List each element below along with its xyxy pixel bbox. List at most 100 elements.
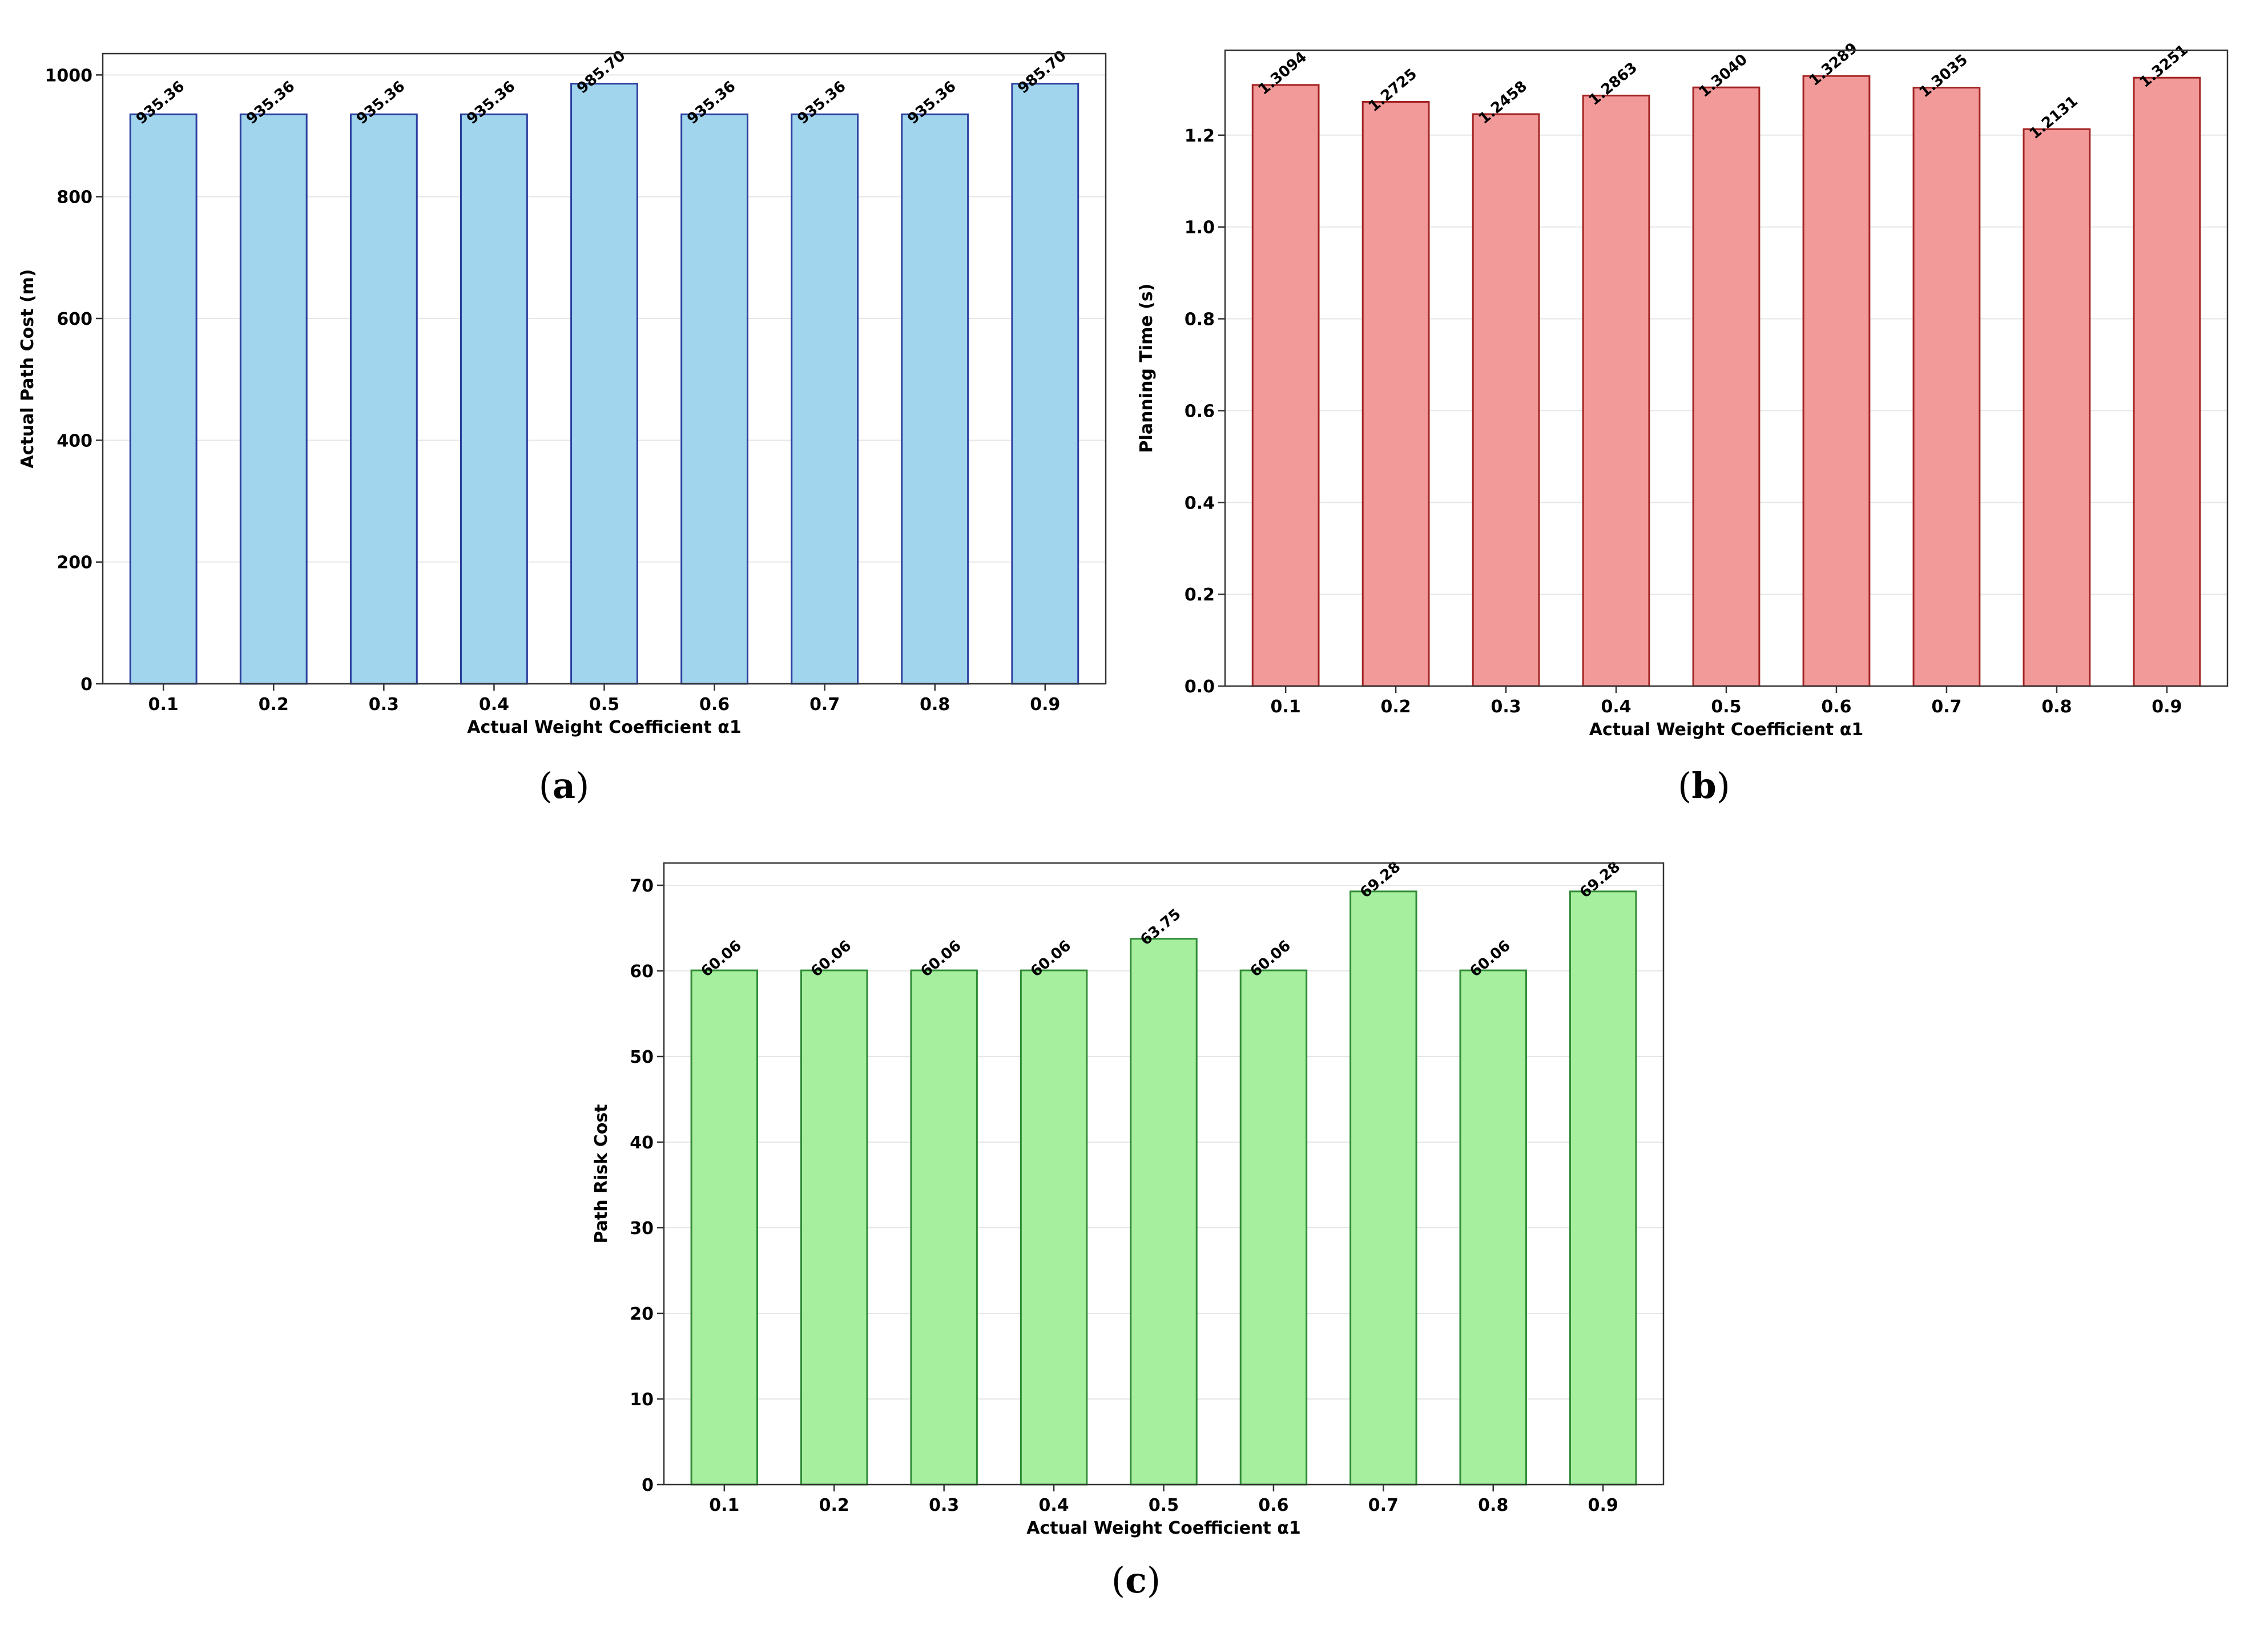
x-tick-label: 0.4 bbox=[479, 695, 509, 715]
x-tick-label: 0.2 bbox=[819, 1495, 849, 1515]
chart-panel-b: 1.3094 1.2725 1.2458 1.2863 1.3040 1.3289 1.30… bbox=[1137, 39, 2229, 807]
bar bbox=[1239, 969, 1308, 1486]
y-tick-label: 50 bbox=[630, 1047, 654, 1067]
x-tick-label: 0.3 bbox=[369, 695, 399, 715]
bar bbox=[1349, 890, 1417, 1486]
bar bbox=[239, 113, 308, 685]
y-tick-label: 0.4 bbox=[1185, 493, 1215, 513]
y-axis-title: Planning Time (s) bbox=[1137, 284, 1157, 453]
bar bbox=[1582, 94, 1650, 687]
x-axis: 0.1 0.2 0.3 0.4 0.5 0.6 0.7 0.8 0.9 bbox=[148, 684, 1060, 715]
bar bbox=[1130, 938, 1198, 1486]
x-tick-label: 0.7 bbox=[809, 695, 840, 715]
x-axis-title: Actual Weight Coefficient α1 bbox=[467, 717, 741, 737]
y-tick-label: 1.0 bbox=[1185, 218, 1215, 238]
y-tick-label: 0 bbox=[642, 1475, 654, 1495]
y-tick-label: 40 bbox=[630, 1133, 654, 1153]
y-tick-label: 1.2 bbox=[1185, 126, 1215, 146]
y-axis-title: Path Risk Cost bbox=[591, 1104, 611, 1243]
x-tick-label: 0.8 bbox=[1478, 1495, 1508, 1515]
x-tick-label: 0.2 bbox=[259, 695, 289, 715]
y-axis-title: Actual Path Cost (m) bbox=[18, 269, 38, 468]
y-tick-label: 60 bbox=[630, 962, 654, 982]
x-tick-label: 0.1 bbox=[709, 1495, 739, 1515]
panel-letter: a bbox=[553, 765, 575, 807]
bar bbox=[1569, 890, 1637, 1486]
y-tick-label: 0.2 bbox=[1185, 585, 1215, 605]
x-tick-label: 0.6 bbox=[1258, 1495, 1288, 1515]
bar bbox=[1361, 100, 1430, 687]
bar bbox=[460, 113, 528, 685]
panel-letter: b bbox=[1691, 765, 1716, 807]
bar bbox=[800, 969, 868, 1486]
x-tick-label: 0.9 bbox=[1030, 695, 1060, 715]
y-tick-label: 800 bbox=[57, 188, 92, 208]
x-tick-label: 0.1 bbox=[148, 695, 179, 715]
bar bbox=[680, 113, 748, 685]
bar bbox=[1251, 84, 1320, 687]
bar bbox=[1020, 969, 1088, 1486]
panel-caption: (c) bbox=[1111, 1559, 1161, 1601]
bar bbox=[901, 113, 969, 685]
panel-caption: (a) bbox=[539, 765, 590, 807]
bar bbox=[1459, 969, 1527, 1486]
x-tick-label: 0.7 bbox=[1368, 1495, 1399, 1515]
y-tick-label: 10 bbox=[630, 1390, 654, 1410]
y-tick-label: 20 bbox=[630, 1304, 654, 1324]
bar bbox=[129, 113, 198, 685]
y-tick-label: 0.6 bbox=[1185, 401, 1215, 421]
x-tick-label: 0.5 bbox=[1711, 697, 1741, 717]
bar bbox=[791, 113, 859, 685]
bar bbox=[2023, 128, 2091, 687]
x-tick-label: 0.8 bbox=[2041, 697, 2072, 717]
x-tick-label: 0.2 bbox=[1381, 697, 1411, 717]
bar bbox=[2133, 76, 2201, 687]
chart-panel-c: 60.06 60.06 60.06 60.0663.7560.0669.2860.06… bbox=[591, 858, 1665, 1601]
x-tick-label: 0.4 bbox=[1039, 1495, 1069, 1515]
x-tick-label: 0.3 bbox=[929, 1495, 959, 1515]
bar bbox=[349, 113, 418, 685]
x-tick-label: 0.9 bbox=[2152, 697, 2182, 717]
bars bbox=[1251, 75, 2201, 687]
x-axis-title: Actual Weight Coefficient α1 bbox=[1589, 720, 1863, 740]
y-tick-label: 1000 bbox=[45, 66, 93, 86]
y-tick-label: 0.0 bbox=[1185, 677, 1215, 697]
x-tick-label: 0.4 bbox=[1601, 697, 1631, 717]
panel-letter: c bbox=[1125, 1559, 1147, 1601]
x-tick-label: 0.7 bbox=[1931, 697, 1961, 717]
bars bbox=[690, 890, 1637, 1486]
bar bbox=[570, 83, 638, 685]
bar bbox=[1011, 83, 1079, 685]
y-tick-label: 600 bbox=[57, 309, 92, 329]
y-axis: 0 200 400 600 800 1000 bbox=[45, 66, 103, 695]
y-tick-label: 400 bbox=[57, 431, 92, 451]
x-tick-label: 0.5 bbox=[1149, 1495, 1179, 1515]
x-tick-label: 0.1 bbox=[1271, 697, 1301, 717]
x-axis: 0.1 0.2 0.3 0.4 0.5 0.6 0.7 0.8 0.9 bbox=[1271, 686, 2182, 717]
x-tick-label: 0.8 bbox=[920, 695, 950, 715]
y-tick-label: 70 bbox=[630, 876, 654, 896]
x-tick-label: 0.9 bbox=[1588, 1495, 1618, 1515]
x-tick-label: 0.5 bbox=[589, 695, 619, 715]
bar bbox=[1692, 86, 1761, 687]
x-tick-label: 0.6 bbox=[1821, 697, 1851, 717]
bar bbox=[1802, 75, 1871, 687]
bar bbox=[1912, 87, 1981, 687]
y-tick-label: 200 bbox=[57, 553, 92, 573]
bar bbox=[910, 969, 978, 1486]
y-tick-label: 30 bbox=[630, 1219, 654, 1239]
bar bbox=[1472, 113, 1540, 687]
y-axis: 0.0 0.2 0.4 0.6 0.8 1.0 1.2 bbox=[1185, 126, 1225, 697]
panel-caption: (b) bbox=[1678, 765, 1730, 807]
bars bbox=[129, 83, 1079, 685]
y-axis: 0 10 20 30 40 50 60 70 bbox=[630, 876, 664, 1495]
y-tick-label: 0 bbox=[80, 675, 92, 695]
x-tick-label: 0.3 bbox=[1490, 697, 1521, 717]
y-tick-label: 0.8 bbox=[1185, 310, 1215, 330]
x-axis-title: Actual Weight Coefficient α1 bbox=[1026, 1518, 1300, 1538]
bar bbox=[690, 969, 759, 1486]
x-axis: 0.1 0.2 0.3 0.4 0.5 0.6 0.7 0.8 0.9 bbox=[709, 1485, 1618, 1515]
x-tick-label: 0.6 bbox=[699, 695, 730, 715]
